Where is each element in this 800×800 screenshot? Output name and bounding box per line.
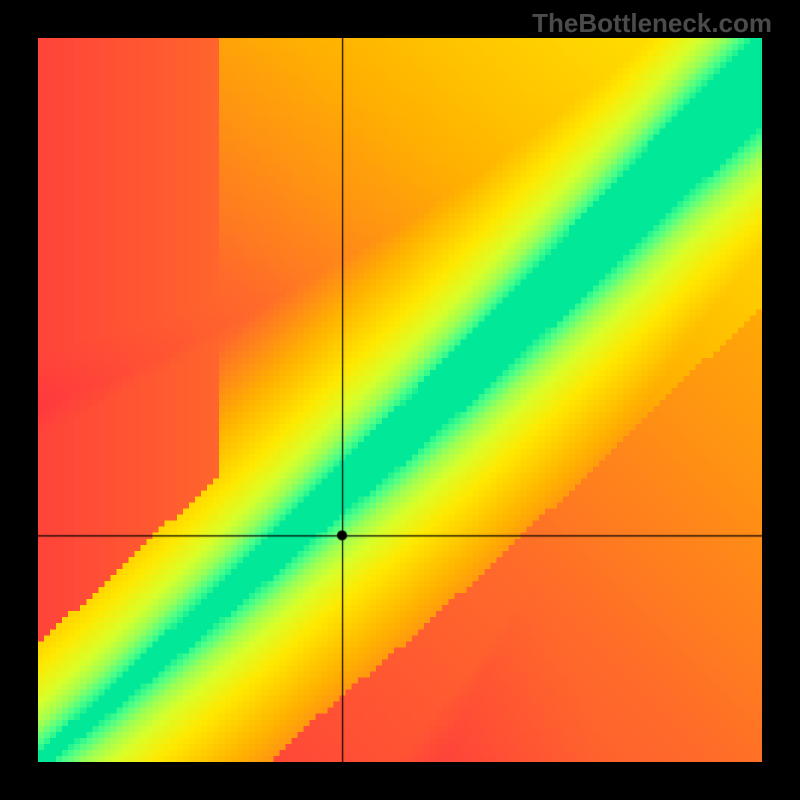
chart-container: TheBottleneck.com [0,0,800,800]
crosshair-overlay [38,38,762,762]
watermark-label: TheBottleneck.com [532,8,772,39]
